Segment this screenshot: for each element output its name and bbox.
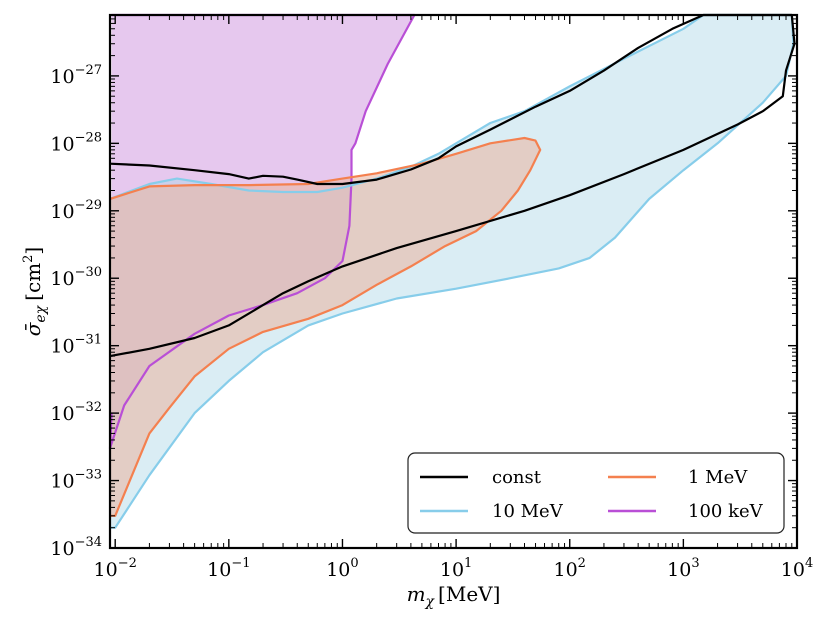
x-tick-base: 10 — [207, 559, 231, 581]
x-tick-base: 10 — [553, 559, 577, 581]
legend-label-100-kev: 100 keV — [688, 501, 764, 522]
y-tick-exp: −28 — [75, 130, 102, 145]
x-tick-label: 101 — [440, 556, 472, 581]
legend-label-const: const — [492, 467, 542, 488]
y-tick-base: 10 — [50, 538, 74, 560]
y-tick-base: 10 — [50, 403, 74, 425]
y-axis-unit-close: ] — [21, 247, 45, 255]
y-axis-subscript: eχ — [33, 304, 49, 322]
series-fill-10-mev — [110, 15, 794, 528]
y-axis-title: σ̄eχ [cm2] — [21, 247, 49, 337]
x-tick-exp: 1 — [464, 556, 472, 571]
y-tick-exp: −33 — [75, 468, 102, 483]
x-tick-label: 10−1 — [207, 556, 250, 581]
y-tick-label: 10−30 — [50, 265, 102, 290]
y-tick-exp: −30 — [75, 265, 102, 280]
x-axis-unit: [MeV] — [438, 582, 500, 606]
y-axis-unit-sup: 2 — [21, 255, 36, 263]
y-tick-label: 10−33 — [50, 468, 102, 493]
legend-box — [407, 452, 785, 534]
x-tick-label: 102 — [553, 556, 585, 581]
y-axis-label: σ̄eχ [cm2] — [21, 247, 49, 337]
x-axis-label: mχ [MeV] — [407, 582, 501, 610]
y-tick-base: 10 — [50, 471, 74, 493]
y-axis-symbol: σ̄ — [21, 321, 45, 336]
x-tick-label: 104 — [781, 556, 813, 581]
x-tick-base: 10 — [781, 559, 805, 581]
x-tick-label: 100 — [326, 556, 358, 581]
y-tick-label: 10−34 — [50, 535, 102, 560]
y-tick-base: 10 — [50, 133, 74, 155]
legend-label-10-mev: 10 MeV — [492, 501, 564, 522]
y-tick-base: 10 — [50, 201, 74, 223]
y-tick-exp: −32 — [75, 400, 102, 415]
y-tick-label: 10−27 — [50, 63, 102, 88]
x-axis-title: mχ [MeV] — [407, 582, 501, 610]
y-tick-exp: −29 — [75, 198, 102, 213]
x-tick-base: 10 — [440, 559, 464, 581]
x-tick-base: 10 — [326, 559, 350, 581]
series-line-100-kev — [108, 13, 416, 450]
y-tick-label: 10−31 — [50, 333, 102, 358]
x-tick-exp: 2 — [578, 556, 586, 571]
series-fill-1-mev — [110, 138, 541, 516]
y-tick-exp: −27 — [75, 63, 102, 78]
series-fills — [110, 15, 794, 528]
x-tick-base: 10 — [94, 559, 118, 581]
y-tick-base: 10 — [50, 268, 74, 290]
legend-label-1-mev: 1 MeV — [688, 467, 748, 488]
y-tick-label: 10−28 — [50, 130, 102, 155]
x-tick-label: 10−2 — [94, 556, 137, 581]
legend: const 1 MeV 10 MeV 100 keV — [407, 452, 785, 534]
y-axis-unit: [cm — [21, 263, 45, 301]
y-tick-label: 10−29 — [50, 198, 102, 223]
x-tick-exp: 0 — [350, 556, 358, 571]
x-tick-exp: −1 — [231, 556, 250, 571]
x-tick-exp: 4 — [805, 556, 813, 571]
x-axis-subscript: χ — [425, 594, 436, 610]
y-tick-label: 10−32 — [50, 400, 102, 425]
series-line-1-mev — [109, 136, 542, 517]
x-tick-exp: −2 — [118, 556, 137, 571]
x-tick-exp: 3 — [691, 556, 699, 571]
y-tick-base: 10 — [50, 336, 74, 358]
x-tick-base: 10 — [667, 559, 691, 581]
y-tick-base: 10 — [50, 66, 74, 88]
plot-frame — [108, 13, 799, 550]
x-tick-label: 103 — [667, 556, 699, 581]
y-tick-exp: −34 — [75, 535, 102, 550]
y-tick-exp: −31 — [75, 333, 102, 348]
x-axis-symbol: m — [407, 582, 426, 606]
